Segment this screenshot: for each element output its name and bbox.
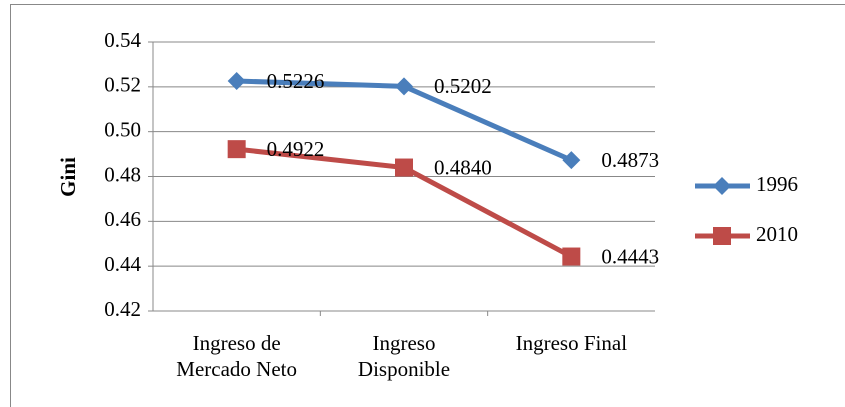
y-axis-title: Gini: [56, 157, 80, 197]
data-point: [227, 140, 246, 159]
legend-label: 1996: [756, 172, 798, 196]
data-label: 0.4922: [267, 137, 325, 161]
data-label: 0.5226: [267, 69, 325, 93]
data-label: 0.5202: [434, 74, 492, 98]
legend-label: 2010: [756, 222, 798, 246]
data-point: [562, 247, 581, 266]
y-tick-label: 0.44: [104, 252, 141, 276]
y-tick-label: 0.50: [104, 117, 141, 141]
data-point: [395, 158, 413, 177]
x-tick-label: Ingreso Final: [515, 331, 628, 355]
data-point: [562, 151, 581, 170]
data-label: 0.4443: [601, 244, 659, 268]
data-point: [395, 77, 413, 96]
data-label: 0.4840: [434, 155, 492, 179]
x-tick-label: Ingreso de Mercado Neto: [176, 331, 297, 381]
y-tick-label: 0.42: [104, 297, 141, 321]
y-tick-label: 0.52: [104, 73, 141, 97]
y-tick-label: 0.46: [104, 207, 141, 231]
data-point: [227, 72, 246, 91]
legend-marker: [713, 177, 731, 195]
chart-border: [10, 4, 845, 407]
y-tick-label: 0.48: [104, 162, 141, 186]
x-tick-label: Ingreso Disponible: [357, 331, 451, 381]
legend-marker: [713, 227, 731, 245]
y-tick-label: 0.54: [104, 28, 141, 52]
data-label: 0.4873: [601, 148, 659, 172]
